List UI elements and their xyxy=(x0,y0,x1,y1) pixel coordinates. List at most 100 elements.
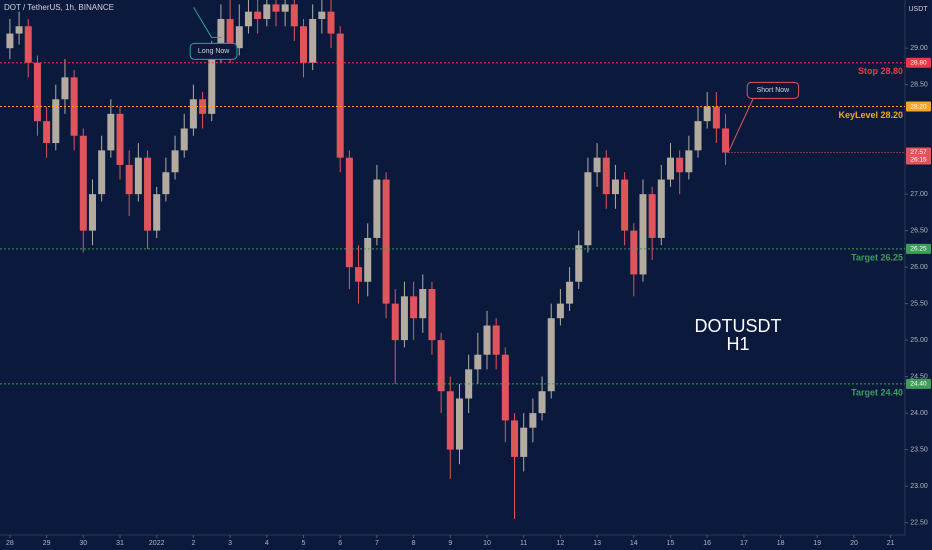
candle-body xyxy=(208,55,216,114)
level-tag-label: 28.20 xyxy=(910,103,927,110)
candle-body xyxy=(538,391,546,414)
x-tick-label: 2022 xyxy=(149,540,165,547)
callout-box xyxy=(189,42,238,60)
x-tick-label: 28 xyxy=(6,540,14,547)
candle-body xyxy=(676,157,684,173)
candle-body xyxy=(455,398,463,450)
candle-body xyxy=(511,420,519,457)
x-tick-label: 21 xyxy=(887,540,895,547)
candle-body xyxy=(648,194,656,238)
x-tick-label: 8 xyxy=(412,540,416,547)
candle-body xyxy=(134,157,142,195)
candle-body xyxy=(43,121,51,144)
x-tick-label: 7 xyxy=(375,540,379,547)
candle-body xyxy=(593,157,601,173)
callout-pointer xyxy=(193,7,222,38)
candle-body xyxy=(52,99,60,144)
x-tick-label: 10 xyxy=(483,540,491,547)
x-tick-label: 12 xyxy=(556,540,564,547)
candle-body xyxy=(722,128,730,153)
candle-body xyxy=(419,289,427,319)
y-tick-label: 24.50 xyxy=(910,373,928,380)
countdown: 26:15 xyxy=(910,156,927,163)
candle-body xyxy=(712,106,720,129)
candle-body xyxy=(382,179,390,304)
plot-area xyxy=(6,0,730,519)
candle-body xyxy=(446,391,454,450)
candle-body xyxy=(263,4,271,19)
candle-body xyxy=(657,179,665,238)
x-tick-label: 4 xyxy=(265,540,269,547)
last-price-label: 27.57 xyxy=(910,149,927,156)
candle-body xyxy=(611,179,619,195)
candle-body xyxy=(355,267,363,282)
level-tag-label: 28.80 xyxy=(910,59,927,66)
candle-body xyxy=(189,99,197,129)
y-tick-label: 23.50 xyxy=(910,446,928,453)
y-tick-label: 25.50 xyxy=(910,300,928,307)
candle-body xyxy=(254,11,262,19)
watermark: H1 xyxy=(726,334,749,354)
y-tick-label: 25.00 xyxy=(910,337,928,344)
x-tick-label: 30 xyxy=(79,540,87,547)
candle-body xyxy=(70,77,78,136)
x-tick-label: 13 xyxy=(593,540,601,547)
candle-body xyxy=(345,157,353,268)
candle-body xyxy=(153,194,161,231)
candle-body xyxy=(61,77,69,100)
candle-body xyxy=(602,157,610,195)
callout-text: Short Now xyxy=(757,87,791,94)
x-tick-label: 14 xyxy=(630,540,638,547)
candle-body xyxy=(501,354,509,421)
last-price-tag xyxy=(906,147,931,165)
level-label: Target 24.40 xyxy=(851,387,903,397)
candle-body xyxy=(244,11,252,27)
candle-body xyxy=(309,18,317,63)
candle-body xyxy=(666,157,674,180)
candle-body xyxy=(290,4,298,27)
x-tick-label: 16 xyxy=(703,540,711,547)
candle-body xyxy=(327,11,335,34)
candle-body xyxy=(88,194,96,231)
level-label: Stop 28.80 xyxy=(858,66,903,76)
candle-body xyxy=(520,427,528,457)
candle-body xyxy=(437,340,445,392)
candle-body xyxy=(621,179,629,231)
candle-body xyxy=(685,150,693,173)
candle-body xyxy=(566,281,574,304)
y-tick-label: 22.50 xyxy=(910,519,928,526)
y-tick-label: 24.00 xyxy=(910,410,928,417)
candle-body xyxy=(235,26,243,49)
candle-body xyxy=(694,121,702,151)
candle-body xyxy=(162,172,170,195)
x-tick-label: 3 xyxy=(228,540,232,547)
currency: USDT xyxy=(908,6,928,13)
candle-body xyxy=(492,325,500,355)
candle-body xyxy=(483,325,491,355)
candle-body xyxy=(15,26,23,34)
candle-body xyxy=(575,245,583,282)
x-tick-label: 5 xyxy=(302,540,306,547)
candle-body xyxy=(199,99,207,114)
candle-body xyxy=(116,113,124,165)
candle-body xyxy=(79,135,87,231)
x-tick-label: 19 xyxy=(813,540,821,547)
candle-body xyxy=(547,318,555,392)
level-tag xyxy=(906,378,931,389)
candle-body xyxy=(318,11,326,19)
candle-body xyxy=(584,172,592,246)
candle-body xyxy=(529,413,537,428)
candle-body xyxy=(125,164,133,195)
y-tick-label: 26.50 xyxy=(910,227,928,234)
y-tick-label: 26.00 xyxy=(910,264,928,271)
candle-body xyxy=(6,33,14,49)
candle-body xyxy=(226,18,234,49)
watermark: DOTUSDT xyxy=(695,316,782,336)
candle-body xyxy=(336,33,344,158)
candle-body xyxy=(281,4,289,12)
x-tick-label: 29 xyxy=(43,540,51,547)
level-tag-label: 26.25 xyxy=(910,246,927,253)
level-tag xyxy=(906,57,931,68)
candle-body xyxy=(364,237,372,282)
